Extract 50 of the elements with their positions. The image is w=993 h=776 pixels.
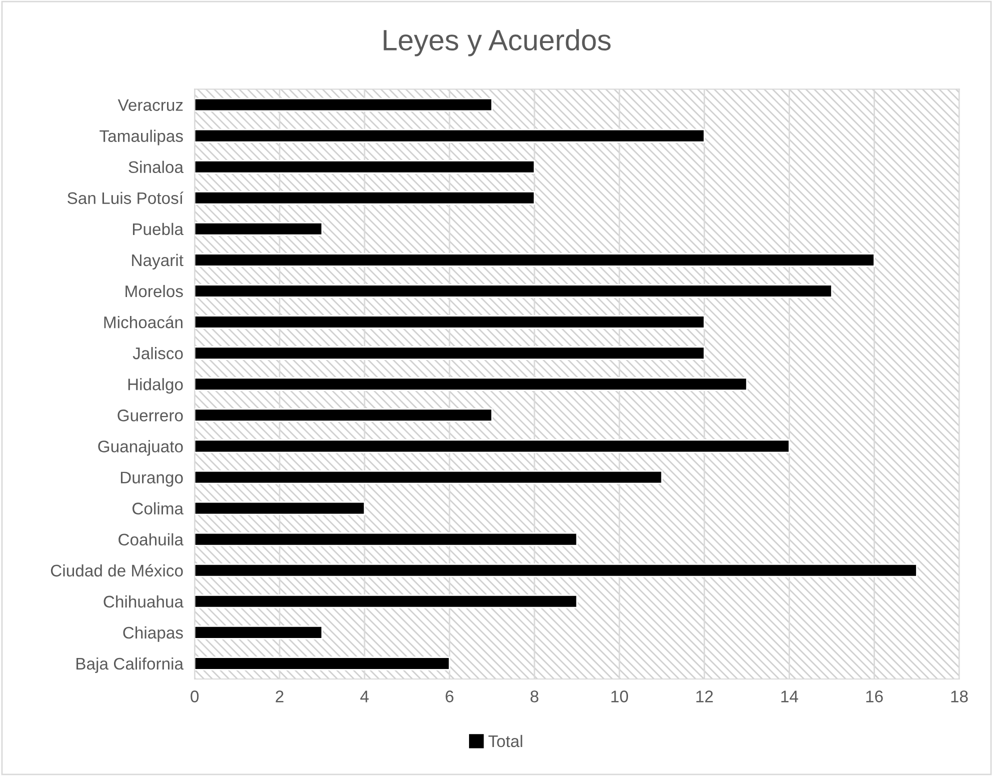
x-tick-label: 10 <box>611 690 628 702</box>
legend-label: Total <box>488 734 522 748</box>
bar <box>194 532 578 546</box>
bar <box>194 656 450 670</box>
bar <box>194 408 493 422</box>
y-tick-label: Tamaulipas <box>100 130 183 146</box>
y-tick-label: Baja California <box>76 657 184 673</box>
y-tick-label: Sinaloa <box>128 160 184 174</box>
y-tick-label: Veracruz <box>118 99 183 111</box>
x-tick-label: 2 <box>276 690 284 702</box>
y-tick-label: Nayarit <box>132 254 184 270</box>
y-tick-label: Guerrero <box>118 410 183 422</box>
y-tick-label: Hidalgo <box>128 378 183 394</box>
y-tick-label: Morelos <box>126 284 183 298</box>
bar <box>194 284 832 298</box>
x-tick-label: 12 <box>696 690 713 702</box>
bar <box>194 439 790 454</box>
y-tick-label: Puebla <box>132 222 184 236</box>
bar <box>194 253 875 267</box>
chart-title: Leyes y Acuerdos <box>384 29 611 56</box>
bar <box>194 98 493 112</box>
bar <box>194 190 536 205</box>
y-tick-label: San Luis Potosí <box>68 192 184 204</box>
y-tick-label: Ciudad de México <box>50 564 183 577</box>
bar <box>194 222 323 236</box>
bar <box>194 315 706 329</box>
y-tick-label: Coahuila <box>118 533 184 546</box>
x-tick-label: 0 <box>190 690 199 702</box>
bar <box>194 626 323 640</box>
bar <box>194 501 366 516</box>
bar <box>194 377 748 392</box>
bar <box>194 594 578 608</box>
x-tick-label: 18 <box>951 690 968 702</box>
y-tick-label: Michoacán <box>104 316 182 328</box>
x-tick-label: 6 <box>446 690 454 702</box>
y-tick-label: Chihuahua <box>104 595 184 608</box>
y-tick-label: Jalisco <box>132 347 183 360</box>
y-tick-label: Chiapas <box>123 626 183 642</box>
x-tick-label: 16 <box>866 690 883 702</box>
x-tick-label: 4 <box>360 690 369 702</box>
y-tick-label: Guanajuato <box>98 440 183 456</box>
x-tick-label: 14 <box>781 690 798 702</box>
bar <box>194 563 918 578</box>
y-tick-label: Durango <box>120 472 183 487</box>
bar <box>194 346 706 360</box>
bar <box>194 470 663 484</box>
bar <box>194 128 706 143</box>
bar <box>194 160 536 174</box>
y-tick-label: Colima <box>132 502 184 514</box>
x-tick-label: 8 <box>530 690 538 702</box>
